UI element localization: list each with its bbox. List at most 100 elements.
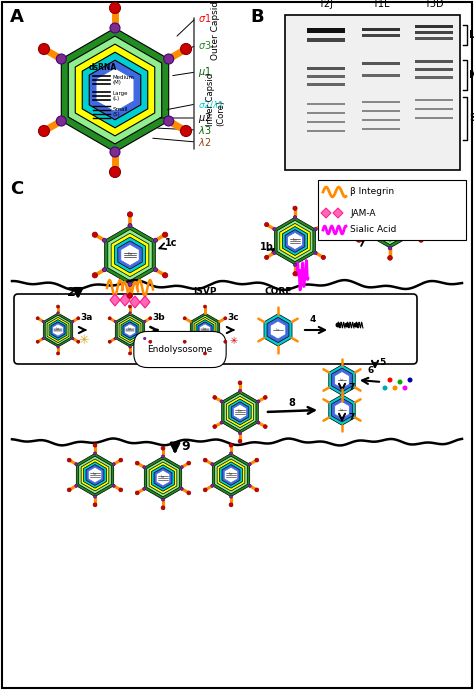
Bar [362,28,400,31]
Polygon shape [49,319,67,340]
Bar [415,37,453,40]
Polygon shape [217,459,245,491]
Text: $\lambda$2: $\lambda$2 [198,136,211,148]
Polygon shape [222,391,258,433]
Polygon shape [190,313,220,347]
Circle shape [67,458,71,462]
Text: llo: llo [161,475,165,480]
Circle shape [72,320,74,323]
Polygon shape [379,210,401,235]
Bar [307,28,345,33]
Text: llo: llo [128,328,132,331]
Circle shape [77,340,80,343]
Polygon shape [118,241,142,269]
Circle shape [93,503,97,506]
Bar [362,128,400,130]
Polygon shape [233,404,246,420]
Bar [307,130,345,132]
Text: VIRUS: VIRUS [362,192,398,202]
Polygon shape [329,365,355,395]
Bar [362,62,400,65]
Polygon shape [196,319,214,340]
Polygon shape [227,396,254,428]
Bar [307,121,345,123]
Polygon shape [117,315,143,345]
Circle shape [220,400,223,403]
Polygon shape [96,68,134,112]
Circle shape [72,337,74,339]
Circle shape [144,337,146,339]
Circle shape [161,506,165,510]
Polygon shape [156,470,170,486]
Text: 3a: 3a [80,313,92,322]
Circle shape [67,488,71,492]
Text: llo: llo [229,473,233,476]
Circle shape [164,116,173,126]
Text: ✳: ✳ [79,334,89,347]
Circle shape [114,337,117,339]
Polygon shape [283,226,308,255]
Circle shape [365,207,369,211]
Text: 9: 9 [181,440,190,453]
Polygon shape [119,317,141,342]
Circle shape [93,495,97,498]
Circle shape [183,340,186,343]
Circle shape [163,232,168,237]
Polygon shape [270,321,286,339]
Text: 5: 5 [379,358,385,367]
Text: $\lambda$3: $\lambda$3 [198,124,211,136]
Polygon shape [333,208,343,218]
Polygon shape [231,402,249,422]
Bar [362,101,400,103]
Text: $\sigma$2/$\lambda$1: $\sigma$2/$\lambda$1 [198,99,225,110]
Text: JAM-A: JAM-A [350,208,375,217]
Text: 6: 6 [368,366,374,375]
Circle shape [154,238,157,242]
Circle shape [388,377,392,382]
Polygon shape [51,322,65,338]
Circle shape [109,3,120,14]
Circle shape [112,463,115,466]
Polygon shape [288,233,302,250]
Circle shape [128,224,132,228]
Text: A: A [10,8,24,26]
Circle shape [248,463,251,466]
Polygon shape [154,468,172,489]
Circle shape [419,201,423,206]
Text: 8: 8 [288,398,295,408]
Polygon shape [198,322,212,338]
Bar [415,25,453,28]
Polygon shape [114,237,146,273]
Circle shape [56,54,66,64]
Text: 7: 7 [348,383,355,392]
Polygon shape [110,294,120,306]
Circle shape [293,263,297,266]
Circle shape [42,320,45,323]
Circle shape [345,322,349,328]
Polygon shape [367,196,412,248]
Text: llo: llo [340,408,344,411]
Circle shape [114,320,117,323]
Circle shape [128,305,131,308]
Text: ISVP: ISVP [193,287,217,296]
Polygon shape [222,464,240,485]
Circle shape [321,255,326,259]
Text: ✳: ✳ [230,336,238,346]
Circle shape [110,23,120,33]
Text: B: B [250,8,264,26]
Circle shape [56,116,66,126]
Polygon shape [88,467,102,483]
Circle shape [143,466,146,469]
Circle shape [128,282,132,286]
Bar [307,103,345,105]
Circle shape [410,207,414,211]
Polygon shape [86,464,104,485]
Circle shape [354,322,358,328]
Circle shape [408,377,412,382]
Circle shape [238,432,241,435]
Polygon shape [79,456,111,494]
Circle shape [128,212,133,217]
Text: Outer Capsid: Outer Capsid [211,1,220,60]
Text: llo: llo [56,328,60,331]
Circle shape [92,273,98,278]
